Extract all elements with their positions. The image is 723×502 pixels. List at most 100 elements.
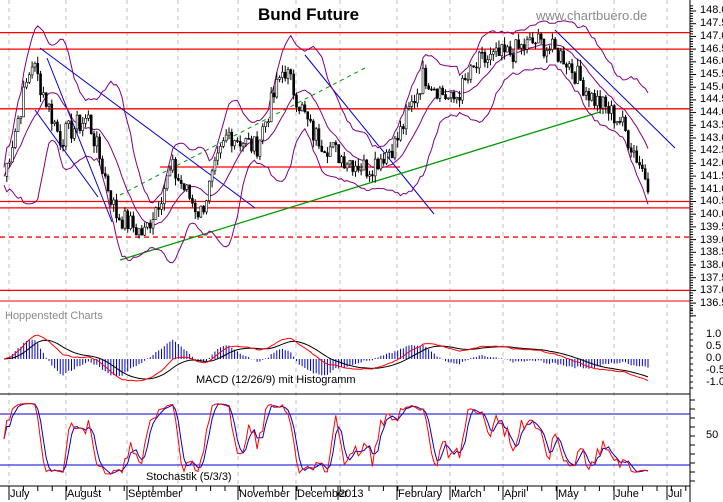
candle-body <box>5 162 9 177</box>
candle-body <box>514 39 518 62</box>
candle-body <box>528 37 532 41</box>
candle-body <box>379 158 383 170</box>
trend-line-down <box>554 29 676 149</box>
candle-body <box>489 54 492 61</box>
candle-body <box>427 85 430 90</box>
candle-body <box>269 92 273 122</box>
price-tick-label: 141.5 <box>700 170 723 182</box>
candle-body <box>624 116 627 131</box>
candle-body <box>643 168 647 180</box>
candle-body <box>320 145 324 152</box>
candle-body <box>579 65 582 81</box>
candle-body <box>120 219 124 229</box>
candle-body <box>75 114 79 130</box>
candle-body <box>42 92 45 96</box>
price-tick-label: 136.5 <box>700 297 723 309</box>
candle-body <box>230 131 234 147</box>
candle-body <box>562 50 565 65</box>
candle-body <box>292 73 295 96</box>
candle-body <box>202 205 205 213</box>
candle-body <box>39 73 42 96</box>
candle-body <box>250 138 253 152</box>
candle-body <box>168 169 172 177</box>
candle-body <box>466 78 470 81</box>
candle-body <box>11 147 14 163</box>
candle-body <box>272 92 276 98</box>
candle-body <box>283 71 287 79</box>
price-tick-label: 144.5 <box>700 93 723 105</box>
candle-body <box>627 130 630 149</box>
candle-body <box>87 114 90 119</box>
candle-body <box>545 50 549 57</box>
candle-body <box>520 44 523 49</box>
candle-body <box>303 104 307 112</box>
candle-body <box>368 174 371 177</box>
candle-body <box>22 86 25 118</box>
candle-body <box>590 93 594 101</box>
candle-body <box>236 140 239 142</box>
candle-body <box>584 91 588 96</box>
month-label: March <box>451 488 482 500</box>
candle-body <box>132 215 135 228</box>
candle-body <box>47 103 51 107</box>
candle-body <box>101 158 104 174</box>
candle-body <box>92 133 96 147</box>
candle-body <box>587 91 591 101</box>
stochastic-label: Stochastik (5/3/3) <box>146 471 232 483</box>
candle-body <box>148 222 152 229</box>
macd-tick-label: -0.5 <box>706 364 723 376</box>
candle-body <box>340 156 343 164</box>
candle-body <box>309 118 312 122</box>
candle-body <box>216 152 220 161</box>
month-label: December <box>297 488 348 500</box>
candle-body <box>573 72 577 84</box>
price-tick-label: 146.0 <box>700 55 723 67</box>
candle-body <box>188 184 191 199</box>
candle-body <box>275 79 279 98</box>
candle-body <box>241 143 245 147</box>
candle-body <box>98 136 101 160</box>
month-label: April <box>504 488 527 500</box>
candle-body <box>207 180 211 201</box>
candle-body <box>525 39 529 50</box>
candle-body <box>323 151 326 154</box>
candle-body <box>598 95 602 109</box>
candle-body <box>151 219 155 229</box>
candle-body <box>278 77 281 80</box>
candle-body <box>582 80 585 96</box>
candle-body <box>615 121 619 124</box>
candle-body <box>306 111 310 120</box>
candle-body <box>33 63 37 68</box>
trend-line-down <box>39 47 256 209</box>
candle-body <box>140 228 144 236</box>
candle-body <box>227 131 231 136</box>
candle-body <box>567 63 571 68</box>
candle-body <box>449 92 453 99</box>
candle-body <box>365 159 369 177</box>
candle-body <box>452 92 456 100</box>
candle-body <box>348 160 352 165</box>
candle-body <box>629 147 633 153</box>
price-tick-label: 145.0 <box>700 81 723 93</box>
candle-body <box>199 205 203 218</box>
candle-body <box>264 121 267 127</box>
candle-body <box>171 158 175 171</box>
candle-body <box>638 162 641 166</box>
candle-body <box>424 67 428 87</box>
price-tick-label: 148.0 <box>700 4 723 16</box>
candle-body <box>486 59 490 63</box>
candle-body <box>517 39 520 49</box>
candle-body <box>281 71 284 78</box>
month-label: June <box>615 488 639 500</box>
macd-tick-label: 0.0 <box>706 352 722 364</box>
candle-body <box>500 44 504 56</box>
candle-body <box>261 126 265 141</box>
candle-body <box>146 222 149 228</box>
candle-body <box>8 161 11 164</box>
candle-body <box>267 121 270 123</box>
candle-body <box>461 77 464 101</box>
candle-body <box>511 54 515 62</box>
candle-body <box>494 47 498 52</box>
